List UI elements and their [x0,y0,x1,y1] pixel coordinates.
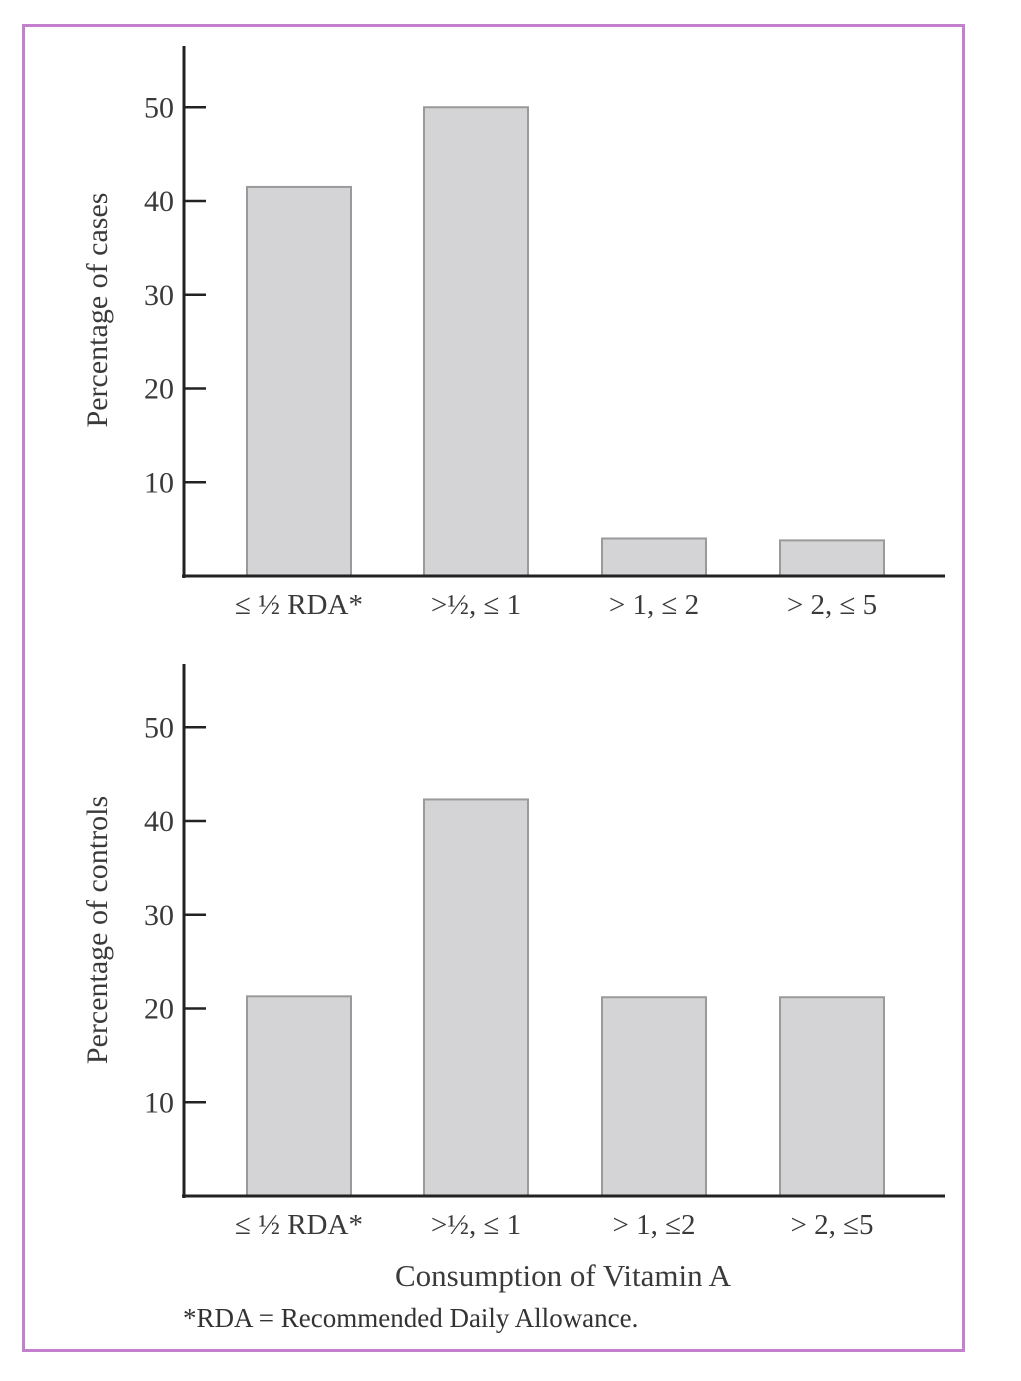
chart1-y-tick-label: 40 [144,185,174,218]
chart1-x-tick-label: > 1, ≤ 2 [609,589,699,621]
chart2-y-tick-label: 50 [144,711,174,744]
chart1-y-tick-label: 30 [144,279,174,312]
chart1-bar-1 [246,185,352,577]
footnote: *RDA = Recommended Daily Allowance. [183,1303,639,1333]
chart1-x-tick-label: > 2, ≤ 5 [787,589,877,621]
chart2-y-axis-title: Percentage of controls [81,796,114,1064]
chart2-x-tick-label: > 2, ≤5 [790,1209,873,1241]
chart2-x-tick-label: ≤ ½ RDA* [235,1209,363,1241]
chart1-x-tick-label: >½, ≤ 1 [431,589,521,621]
chart2-y-tick-label: 40 [144,805,174,838]
chart1-bar-4 [779,539,885,577]
chart1-bar-2 [423,106,529,577]
chart2-x-tick-label: >½, ≤ 1 [431,1209,521,1241]
chart1-y-tick-label: 10 [144,466,174,499]
chart1-y-axis-title: Percentage of cases [81,193,114,428]
chart2-x-tick-label: > 1, ≤2 [612,1209,695,1241]
chart2-bar-2 [423,798,529,1197]
chart2-y-tick-label: 20 [144,993,174,1026]
chart2-x-axis-title: Consumption of Vitamin A [395,1258,732,1293]
chart2-bar-1 [246,995,352,1197]
chart1-bar-3 [601,537,707,577]
chart1-x-tick-label: ≤ ½ RDA* [235,589,363,621]
chart2-y-tick-label: 30 [144,899,174,932]
chart2-y-tick-label: 10 [144,1086,174,1119]
chart1-y-tick-label: 20 [144,373,174,406]
chart2-bar-3 [601,996,707,1197]
chart1-y-tick-label: 50 [144,91,174,124]
chart2-bar-4 [779,996,885,1197]
